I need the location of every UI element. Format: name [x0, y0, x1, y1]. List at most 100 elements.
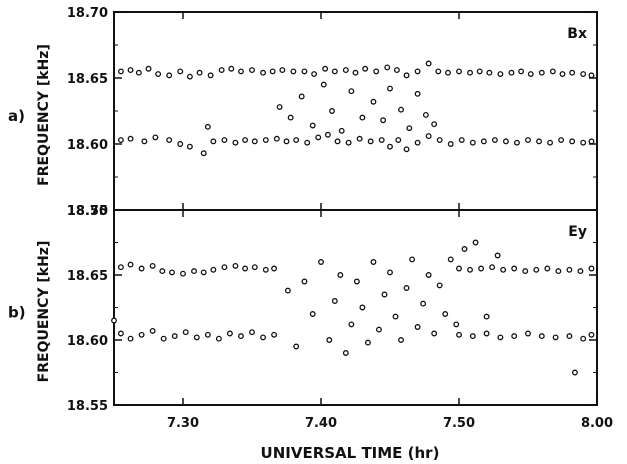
- data-point: [414, 139, 421, 146]
- data-point: [226, 330, 233, 337]
- data-point: [191, 268, 197, 275]
- y-tick-label: 18.55: [67, 204, 108, 219]
- data-point: [458, 137, 465, 143]
- data-point: [514, 139, 520, 146]
- data-point: [370, 98, 377, 105]
- data-point: [309, 311, 316, 317]
- y-tick-label: 18.65: [67, 269, 108, 284]
- data-point: [338, 127, 345, 134]
- data-point: [569, 69, 576, 76]
- data-point: [500, 266, 507, 273]
- data-point: [409, 256, 416, 263]
- data-point: [304, 139, 311, 146]
- data-point: [376, 326, 382, 333]
- data-point: [469, 333, 476, 340]
- data-point: [127, 135, 134, 142]
- data-point: [447, 141, 454, 147]
- data-point: [527, 71, 534, 77]
- data-point: [359, 114, 366, 121]
- data-point: [193, 334, 200, 341]
- data-point: [159, 268, 166, 275]
- data-point: [508, 69, 515, 76]
- data-point: [380, 117, 387, 124]
- data-point: [180, 270, 186, 277]
- data-point: [588, 138, 595, 145]
- data-point: [552, 334, 559, 341]
- data-point: [387, 143, 393, 150]
- x-tick-label: 7.50: [443, 416, 475, 431]
- data-point: [414, 90, 421, 97]
- data-point: [367, 138, 374, 145]
- data-point: [145, 65, 152, 72]
- data-point: [301, 68, 308, 75]
- data-point: [525, 330, 531, 337]
- data-point: [200, 269, 207, 276]
- data-point: [356, 135, 363, 142]
- data-point: [337, 272, 344, 278]
- data-point: [588, 72, 595, 79]
- data-point: [387, 85, 393, 92]
- y-tick-label: 18.70: [67, 6, 108, 21]
- data-point: [453, 321, 460, 328]
- data-point: [461, 246, 468, 252]
- data-point: [362, 65, 369, 72]
- panel-label: a): [8, 107, 25, 125]
- data-point: [331, 298, 338, 304]
- data-point: [290, 68, 297, 75]
- data-point: [342, 67, 349, 74]
- data-point: [221, 264, 228, 271]
- panel-b: 18.70 18.65 18.60 18.55 Ey b) FREQUENCY [kHz]: [8, 204, 598, 414]
- data-point: [249, 67, 255, 74]
- data-point: [177, 68, 184, 75]
- data-point: [152, 134, 159, 141]
- data-point: [135, 69, 142, 76]
- data-point: [398, 337, 404, 343]
- data-point: [403, 285, 410, 291]
- y-axis-label: FREQUENCY [kHz]: [36, 241, 52, 383]
- data-point: [469, 139, 476, 146]
- y-axis-label: FREQUENCY [kHz]: [36, 44, 52, 186]
- data-point: [271, 331, 278, 338]
- data-point: [326, 337, 333, 343]
- data-point: [398, 106, 404, 113]
- data-point: [486, 69, 493, 76]
- data-point: [442, 311, 449, 317]
- data-point: [334, 138, 341, 145]
- data-point: [525, 137, 531, 143]
- data-point: [435, 68, 442, 75]
- data-point: [260, 69, 266, 76]
- data-point: [262, 137, 269, 143]
- data-point: [403, 146, 410, 153]
- data-point: [403, 72, 410, 79]
- data-point: [298, 93, 305, 100]
- data-point: [436, 137, 443, 143]
- data-point: [549, 68, 556, 75]
- panel-annotation: Ey: [568, 224, 587, 240]
- x-tick-label: 7.30: [167, 416, 199, 431]
- data-point: [522, 268, 529, 275]
- data-point: [301, 278, 308, 285]
- y-tick-label: 18.70: [67, 204, 108, 219]
- data-point: [467, 266, 473, 273]
- data-point: [447, 256, 454, 263]
- data-point: [370, 259, 377, 265]
- data-point: [511, 333, 518, 340]
- x-axis-label: UNIVERSAL TIME (hr): [261, 444, 440, 462]
- data-point: [311, 71, 318, 77]
- data-point: [242, 137, 249, 143]
- data-point: [580, 335, 587, 342]
- data-point: [566, 266, 573, 273]
- data-point: [204, 123, 211, 130]
- data-point: [538, 69, 545, 76]
- data-point: [425, 272, 432, 278]
- data-point: [483, 330, 490, 337]
- data-point: [425, 60, 432, 67]
- data-point: [262, 266, 269, 273]
- data-point: [283, 138, 290, 145]
- data-point: [166, 137, 173, 143]
- data-point: [141, 138, 148, 145]
- y-tick-label: 18.60: [67, 334, 108, 349]
- data-point: [293, 137, 300, 143]
- data-point: [502, 138, 509, 145]
- data-point: [588, 331, 595, 338]
